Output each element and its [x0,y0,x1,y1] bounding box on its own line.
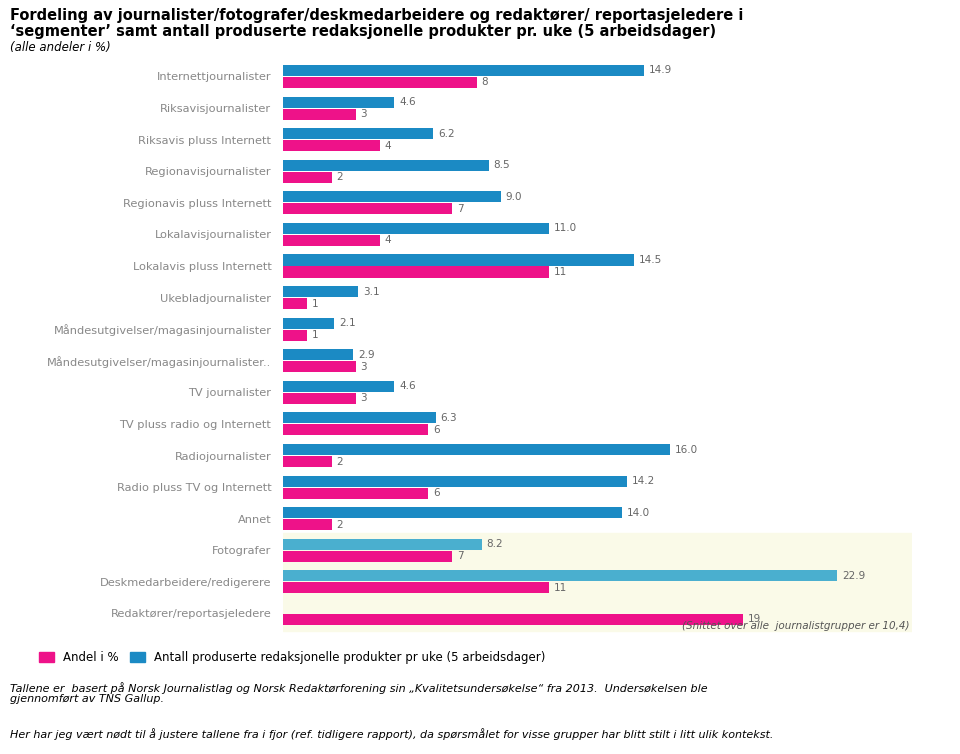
Bar [283,298,307,309]
Bar [283,140,380,151]
Text: 3.1: 3.1 [363,287,379,296]
Text: 2: 2 [336,456,343,467]
Bar [283,381,395,392]
Bar [283,488,428,498]
Bar [283,266,549,277]
Bar [283,317,334,329]
Bar [283,393,356,404]
Bar [283,349,353,360]
Text: 8: 8 [482,78,488,87]
Text: 3: 3 [361,362,368,372]
Text: 14.9: 14.9 [648,66,672,75]
Text: 1: 1 [312,330,319,340]
Bar [283,533,912,631]
Text: gjennomført av TNS Gallup.: gjennomført av TNS Gallup. [10,694,163,703]
Bar [283,97,395,108]
Bar [283,412,436,424]
Bar [283,77,477,88]
Bar [283,520,331,530]
Text: 19: 19 [748,615,760,624]
Legend: Andel i %, Antall produserte redaksjonelle produkter pr uke (5 arbeidsdager): Andel i %, Antall produserte redaksjonel… [35,646,550,669]
Bar [283,329,307,341]
Text: 2.9: 2.9 [358,350,374,360]
Text: 8.5: 8.5 [493,161,510,170]
Text: 22.9: 22.9 [842,571,865,581]
Bar [283,476,627,486]
Text: (Snittet over alle  journalistgrupper er 10,4): (Snittet over alle journalistgrupper er … [683,621,909,631]
Bar [283,160,489,170]
Text: (alle andeler i %): (alle andeler i %) [10,41,110,54]
Text: 14.5: 14.5 [638,255,662,265]
Bar [283,223,549,234]
Text: 3: 3 [361,109,368,119]
Text: 11.0: 11.0 [554,223,577,234]
Bar [283,286,358,297]
Text: 16.0: 16.0 [675,445,698,455]
Text: 3: 3 [361,394,368,403]
Bar [283,128,433,139]
Text: 6: 6 [433,425,440,435]
Bar [283,109,356,120]
Bar [283,539,482,550]
Text: 6.3: 6.3 [441,413,457,423]
Text: 6: 6 [433,488,440,498]
Text: 6.2: 6.2 [438,129,455,139]
Bar [283,172,331,182]
Bar [283,570,837,581]
Text: 1: 1 [312,299,319,308]
Text: ‘segmenter’ samt antall produserte redaksjonelle produkter pr. uke (5 arbeidsdag: ‘segmenter’ samt antall produserte redak… [10,24,716,39]
Bar [283,254,634,265]
Bar [283,550,452,562]
Bar [283,65,643,76]
Text: Her har jeg vært nødt til å justere tallene fra i fjor (ref. tidligere rapport),: Her har jeg vært nødt til å justere tall… [10,728,773,740]
Text: 9.0: 9.0 [506,192,522,202]
Text: 7: 7 [457,551,464,561]
Bar [283,235,380,246]
Text: 2: 2 [336,520,343,529]
Text: 7: 7 [457,204,464,214]
Text: Fordeling av journalister/fotografer/deskmedarbeidere og redaktører/ reportasjel: Fordeling av journalister/fotografer/des… [10,8,743,23]
Bar [283,456,331,467]
Bar [283,204,452,214]
Bar [283,444,670,455]
Text: 2: 2 [336,172,343,182]
Text: 11: 11 [554,267,567,277]
Bar [283,614,743,625]
Bar [283,425,428,436]
Bar [283,582,549,593]
Text: 14.0: 14.0 [627,507,650,518]
Text: Tallene er  basert på Norsk Journalistlag og Norsk Redaktørforening sin „Kvalite: Tallene er basert på Norsk Journalistlag… [10,682,708,694]
Text: 4.6: 4.6 [399,382,416,391]
Text: 11: 11 [554,583,567,593]
Bar [283,361,356,372]
Text: 2.1: 2.1 [339,318,355,328]
Text: 14.2: 14.2 [632,476,655,486]
Bar [283,507,622,518]
Text: 4.6: 4.6 [399,97,416,107]
Text: 8.2: 8.2 [487,539,503,549]
Bar [283,192,501,202]
Text: 4: 4 [385,141,392,151]
Text: 4: 4 [385,235,392,245]
